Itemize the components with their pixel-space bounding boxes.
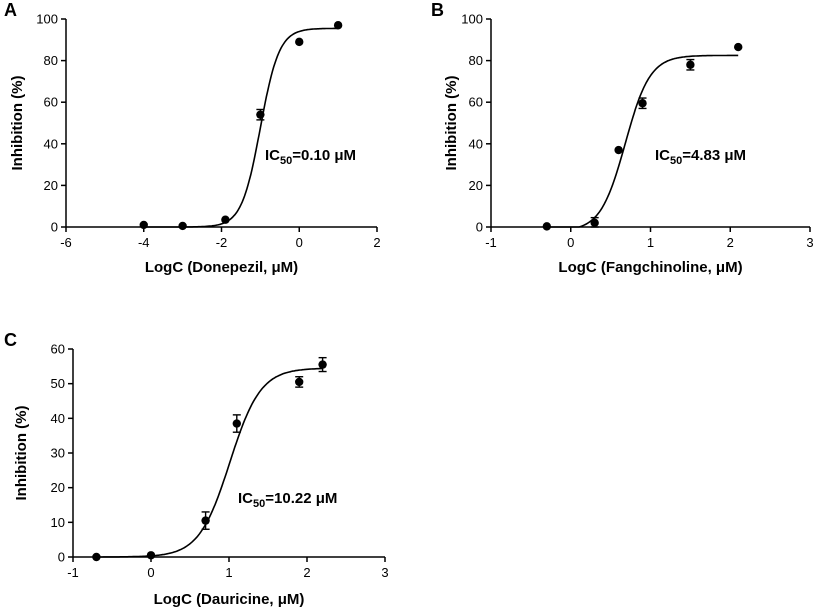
x-tick-label: 1 [225, 565, 232, 580]
panel-label-a: A [4, 0, 17, 20]
data-point [734, 42, 743, 52]
y-tick-label: 30 [51, 446, 65, 461]
x-axis-title: LogC (Dauricine, μM) [154, 591, 305, 608]
x-tick-label: 0 [147, 565, 154, 580]
y-tick-label: 100 [36, 12, 58, 27]
ic50-annotation: IC50=10.22 μM [238, 490, 337, 510]
data-point [146, 551, 156, 560]
y-tick-label: 20 [51, 480, 65, 495]
data-point [201, 516, 210, 525]
ic50-annotation: IC50=0.10 μM [265, 147, 356, 167]
fit-curve [96, 367, 323, 558]
y-tick-label: 80 [44, 53, 58, 68]
data-point [638, 99, 647, 108]
data-point [295, 37, 304, 47]
panel-label-b: B [431, 0, 444, 20]
y-tick-label: 0 [476, 220, 483, 235]
y-axis-title: Inhibition (%) [13, 406, 30, 501]
x-tick-label: 2 [303, 565, 310, 580]
data-point [92, 552, 101, 562]
x-tick-label: 2 [373, 235, 380, 250]
y-tick-label: 60 [44, 95, 58, 110]
data-point [139, 220, 148, 230]
x-tick-label: -2 [216, 235, 228, 250]
fit-curve [546, 54, 739, 228]
data-point [232, 419, 241, 428]
data-point [318, 360, 327, 369]
y-tick-label: 60 [469, 95, 483, 110]
y-tick-label: 0 [58, 550, 65, 565]
y-tick-label: 100 [461, 12, 483, 27]
y-axis-title: Inhibition (%) [443, 76, 460, 171]
x-tick-label: 0 [296, 235, 303, 250]
x-tick-label: 1 [647, 235, 654, 250]
y-tick-label: 60 [51, 342, 65, 357]
data-point [590, 218, 599, 228]
x-tick-label: 3 [806, 235, 813, 250]
y-tick-label: 50 [51, 376, 65, 391]
panel-label-c: C [4, 330, 17, 350]
data-point [686, 60, 695, 69]
x-tick-label: -6 [60, 235, 72, 250]
y-axis-title: Inhibition (%) [9, 76, 26, 171]
x-tick-label: -1 [67, 565, 79, 580]
y-tick-label: 0 [51, 220, 58, 235]
x-axis-title: LogC (Fangchinoline, μM) [558, 259, 742, 276]
x-axis-title: LogC (Donepezil, μM) [145, 259, 298, 276]
x-tick-label: -4 [138, 235, 150, 250]
y-tick-label: 40 [44, 136, 58, 151]
data-point [614, 145, 623, 155]
data-point [221, 215, 230, 224]
x-tick-label: 3 [381, 565, 388, 580]
y-tick-label: 10 [51, 515, 65, 530]
ic50-annotation: IC50=4.83 μM [655, 147, 746, 167]
x-tick-label: 0 [567, 235, 574, 250]
data-point [542, 222, 552, 231]
x-tick-label: 2 [727, 235, 734, 250]
y-tick-label: 80 [469, 53, 483, 68]
fit-curve [143, 27, 339, 228]
y-tick-label: 20 [469, 178, 483, 193]
x-tick-label: -1 [485, 235, 497, 250]
data-point [295, 377, 304, 387]
data-point [333, 21, 343, 30]
y-tick-label: 20 [44, 178, 58, 193]
data-point [178, 221, 187, 231]
y-tick-label: 40 [469, 136, 483, 151]
y-tick-label: 40 [51, 411, 65, 426]
data-point [256, 110, 265, 119]
